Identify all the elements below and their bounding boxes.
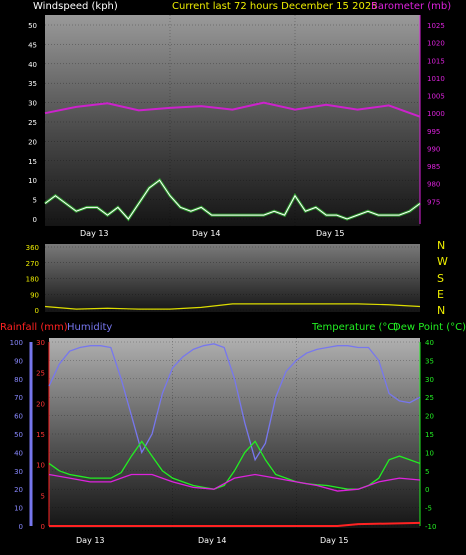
humidity-tick-label: 70 (14, 394, 23, 402)
temperature-tick-label: 0 (425, 486, 429, 494)
rainfall-tick-label: 20 (36, 400, 45, 408)
day-label: Day 15 (316, 229, 345, 238)
wind-baro-gridlines (45, 15, 420, 226)
windspeed-tick-label: 10 (28, 177, 37, 185)
barometer-tick-label: 1005 (427, 93, 445, 101)
compass-label: S (437, 272, 444, 285)
direction-plot-area (45, 244, 420, 312)
temperature-tick-label: 20 (425, 413, 434, 421)
barometer-axis-title: Barometer (mb) (371, 1, 451, 12)
wind-direction-series (44, 303, 421, 310)
temperature-axis-ticks: -10 -5 0 5 10 15 20 25 30 35 40 (425, 339, 436, 531)
temperature-tick-label: -10 (425, 523, 436, 531)
direction-tick-label: 360 (26, 244, 39, 252)
barometer-tick-label: 975 (427, 198, 440, 206)
barometer-tick-label: 1010 (427, 75, 445, 83)
barometer-tick-label: 1025 (427, 22, 445, 30)
compass-label: W (437, 255, 448, 268)
temp-humidity-plot-area (49, 338, 420, 528)
direction-axis-ticks: 0 90 180 270 360 (26, 244, 39, 315)
direction-series (44, 303, 421, 310)
chart-title: Current last 72 hours December 15 2025 (172, 1, 378, 12)
rainfall-tick-label: 10 (36, 462, 45, 470)
direction-tick-label: 0 (35, 307, 39, 315)
windspeed-tick-label: 45 (28, 41, 37, 49)
temperature-tick-label: 10 (425, 449, 434, 457)
day-label: Day 14 (192, 229, 221, 238)
temperature-axis-title: Temperature (°C) (311, 322, 398, 333)
temperature-tick-label: -5 (425, 505, 432, 513)
day-label: Day 13 (76, 536, 105, 545)
windspeed-axis-ticks: 0 5 10 15 20 25 30 35 40 45 50 (28, 22, 37, 224)
windspeed-tick-label: 40 (28, 61, 37, 69)
barometer-tick-label: 980 (427, 181, 440, 189)
windspeed-tick-label: 35 (28, 80, 37, 88)
temperature-tick-label: 30 (425, 376, 434, 384)
humidity-tick-label: 80 (14, 376, 23, 384)
humidity-tick-label: 90 (14, 357, 23, 365)
temperature-tick-label: 40 (425, 339, 434, 347)
day-label: Day 13 (80, 229, 109, 238)
temperature-tick-label: 35 (425, 357, 434, 365)
day-label: Day 15 (320, 536, 349, 545)
wind-baro-plot-area (45, 15, 420, 226)
humidity-tick-label: 50 (14, 431, 23, 439)
day-label: Day 14 (198, 536, 227, 545)
humidity-axis-ticks: 0 10 20 30 40 50 60 70 80 90 100 (10, 339, 23, 531)
temperature-tick-label: 15 (425, 431, 434, 439)
wind-baro-series (44, 101, 421, 222)
windspeed-tick-label: 50 (28, 22, 37, 30)
direction-tick-label: 270 (26, 260, 39, 268)
barometer-tick-label: 985 (427, 163, 440, 171)
humidity-tick-label: 100 (10, 339, 23, 347)
humidity-tick-label: 10 (14, 505, 23, 513)
dewpoint-axis-title: Dew Point (°C) (393, 322, 466, 333)
humidity-tick-label: 60 (14, 413, 23, 421)
barometer-tick-label: 995 (427, 128, 440, 136)
barometer-tick-label: 1000 (427, 110, 445, 118)
compass-label: N (437, 239, 445, 252)
direction-gridlines (45, 246, 420, 311)
windspeed-series (44, 179, 421, 220)
humidity-tick-label: 0 (19, 523, 23, 531)
rainfall-axis-title: Rainfall (mm) (0, 322, 68, 333)
windspeed-tick-label: 20 (28, 138, 37, 146)
humidity-tick-label: 20 (14, 486, 23, 494)
windspeed-tick-label: 15 (28, 158, 37, 166)
compass-label: N (437, 304, 445, 317)
barometer-series (44, 101, 421, 118)
rainfall-tick-label: 30 (36, 339, 45, 347)
direction-tick-label: 180 (26, 276, 39, 284)
barometer-tick-label: 1015 (427, 57, 445, 65)
temperature-tick-label: 25 (425, 394, 434, 402)
humidity-axis-title: Humidity (67, 322, 112, 333)
barometer-axis-ticks: 975 980 985 990 995 1000 1005 1010 1015 1020 1025 (427, 22, 445, 206)
windspeed-tick-label: 5 (33, 197, 37, 205)
rainfall-series (49, 521, 421, 527)
temp-humidity-series (48, 343, 421, 527)
compass-label: E (437, 288, 444, 301)
windspeed-tick-label: 0 (33, 216, 37, 224)
dewpoint-series (48, 473, 421, 492)
windspeed-tick-label: 30 (28, 100, 37, 108)
rainfall-axis-ticks: 0 5 10 15 20 25 30 (36, 339, 45, 531)
temp-day-labels: Day 13 Day 14 Day 15 (76, 536, 349, 545)
temperature-tick-label: 5 (425, 468, 429, 476)
wind-day-labels: Day 13 Day 14 Day 15 (80, 229, 345, 238)
rainfall-tick-label: 0 (41, 523, 45, 531)
windspeed-tick-label: 25 (28, 119, 37, 127)
rainfall-tick-label: 5 (41, 492, 45, 500)
humidity-series (48, 343, 421, 462)
direction-tick-label: 90 (30, 291, 39, 299)
rainfall-tick-label: 25 (36, 370, 45, 378)
windspeed-axis-title: Windspeed (kph) (33, 1, 118, 12)
rainfall-tick-label: 15 (36, 431, 45, 439)
humidity-tick-label: 40 (14, 449, 23, 457)
compass-labels: N W S E N (437, 239, 448, 317)
barometer-tick-label: 990 (427, 145, 440, 153)
barometer-tick-label: 1020 (427, 40, 445, 48)
humidity-tick-label: 30 (14, 468, 23, 476)
